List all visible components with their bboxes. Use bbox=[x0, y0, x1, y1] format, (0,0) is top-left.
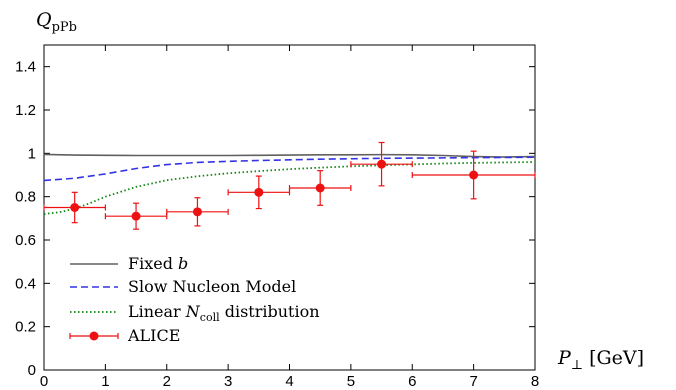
y-axis-title: QpPb bbox=[36, 9, 77, 35]
x-tick-label: 2 bbox=[163, 373, 171, 390]
series-line-2 bbox=[43, 161, 536, 215]
series-line-1 bbox=[43, 156, 536, 182]
y-tick-label: 0.2 bbox=[15, 319, 36, 336]
x-axis-title: P⊥ [GeV] bbox=[557, 347, 644, 373]
y-tick-label: 0.4 bbox=[15, 275, 36, 292]
alice-point bbox=[192, 207, 202, 217]
x-tick-label: 3 bbox=[224, 373, 232, 390]
alice-point bbox=[315, 183, 325, 193]
x-tick-label: 1 bbox=[101, 373, 109, 390]
alice-point bbox=[131, 211, 141, 221]
alice-point bbox=[377, 159, 387, 169]
y-tick-label: 0.6 bbox=[15, 232, 36, 249]
alice-point bbox=[469, 170, 479, 180]
series-layer bbox=[43, 141, 536, 230]
x-tick-label: 0 bbox=[40, 373, 48, 390]
x-tick-label: 4 bbox=[285, 373, 293, 390]
legend-label: Linear Ncoll distribution bbox=[128, 302, 320, 324]
plot-frame bbox=[43, 44, 536, 371]
y-tick-label: 1.2 bbox=[15, 102, 36, 119]
legend-label: Fixed b bbox=[128, 254, 188, 273]
alice-point bbox=[70, 203, 80, 212]
x-tick-label: 7 bbox=[469, 373, 477, 390]
x-tick-label: 6 bbox=[408, 373, 416, 390]
y-tick-label: 0 bbox=[28, 362, 36, 379]
y-tick-label: 1 bbox=[28, 145, 36, 162]
x-tick-label: 8 bbox=[531, 373, 539, 390]
series-line-0 bbox=[43, 153, 536, 158]
y-tick-label: 0.8 bbox=[15, 189, 36, 206]
axis-labels: QpPb P⊥ [GeV] bbox=[36, 9, 644, 373]
legend: Fixed b Slow Nucleon Model Linear Ncoll di… bbox=[69, 254, 320, 345]
legend-label: ALICE bbox=[127, 326, 180, 345]
legend-label: Slow Nucleon Model bbox=[128, 277, 296, 296]
ticks: 0 1 2 3 4 5 6 7 8 0 0.2 0.4 0.6 0.8 1 1.2 1.4 bbox=[15, 45, 539, 390]
y-tick-label: 1.4 bbox=[15, 59, 36, 76]
alice-point bbox=[254, 187, 264, 197]
legend-marker bbox=[89, 331, 99, 341]
x-tick-label: 5 bbox=[347, 373, 355, 390]
